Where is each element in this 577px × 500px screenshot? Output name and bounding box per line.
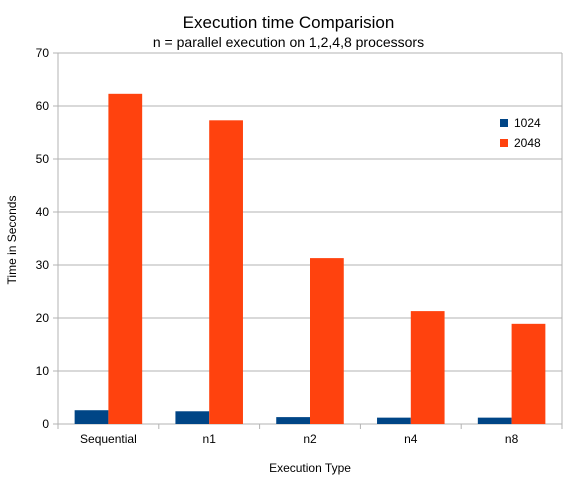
y-tick-label: 70 xyxy=(36,46,50,60)
bar-1024-n2 xyxy=(276,417,310,424)
x-tick-label: n8 xyxy=(505,432,519,446)
bar-2048-Sequential xyxy=(108,93,143,424)
x-tick-label: n1 xyxy=(203,432,217,446)
bar-1024-n4 xyxy=(377,417,411,424)
bar-2048-n2 xyxy=(310,258,344,424)
y-tick-label: 40 xyxy=(36,205,50,219)
legend-label: 1024 xyxy=(514,116,541,130)
chart-subtitle: n = parallel execution on 1,2,4,8 proces… xyxy=(153,34,424,50)
y-axis-label: Time in Seconds xyxy=(5,196,19,285)
y-tick-label: 30 xyxy=(36,258,50,272)
legend-swatch-2048 xyxy=(500,139,508,147)
y-tick-label: 10 xyxy=(36,364,50,378)
bar-1024-Sequential xyxy=(74,410,109,424)
x-tick-label: n2 xyxy=(303,432,317,446)
y-tick-label: 50 xyxy=(36,152,50,166)
bar-2048-n8 xyxy=(511,323,546,424)
bar-1024-n1 xyxy=(175,411,210,424)
bar-1024-n8 xyxy=(477,417,512,424)
legend-label: 2048 xyxy=(514,136,541,150)
x-tick-label: n4 xyxy=(404,432,418,446)
legend: 1024 2048 xyxy=(500,116,541,150)
bar-2048-n1 xyxy=(209,120,243,424)
x-axis-label: Execution Type xyxy=(269,461,351,475)
bars xyxy=(74,93,546,424)
y-tick-label: 0 xyxy=(42,417,49,431)
y-tick-label: 20 xyxy=(36,311,50,325)
axes: 0 10 20 30 40 50 60 70 Sequential n1 n2 n4 n8 xyxy=(36,46,563,446)
chart-title: Execution time Comparision xyxy=(183,13,395,32)
legend-swatch-1024 xyxy=(500,119,508,127)
bar-2048-n4 xyxy=(410,311,445,424)
y-tick-label: 60 xyxy=(36,99,50,113)
x-tick-label: Sequential xyxy=(80,432,137,446)
